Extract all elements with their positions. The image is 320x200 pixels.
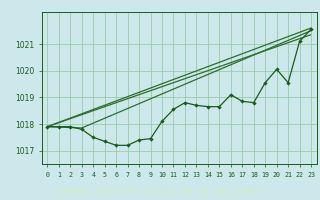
Text: Graphe pression niveau de la mer (hPa): Graphe pression niveau de la mer (hPa) (58, 186, 262, 196)
